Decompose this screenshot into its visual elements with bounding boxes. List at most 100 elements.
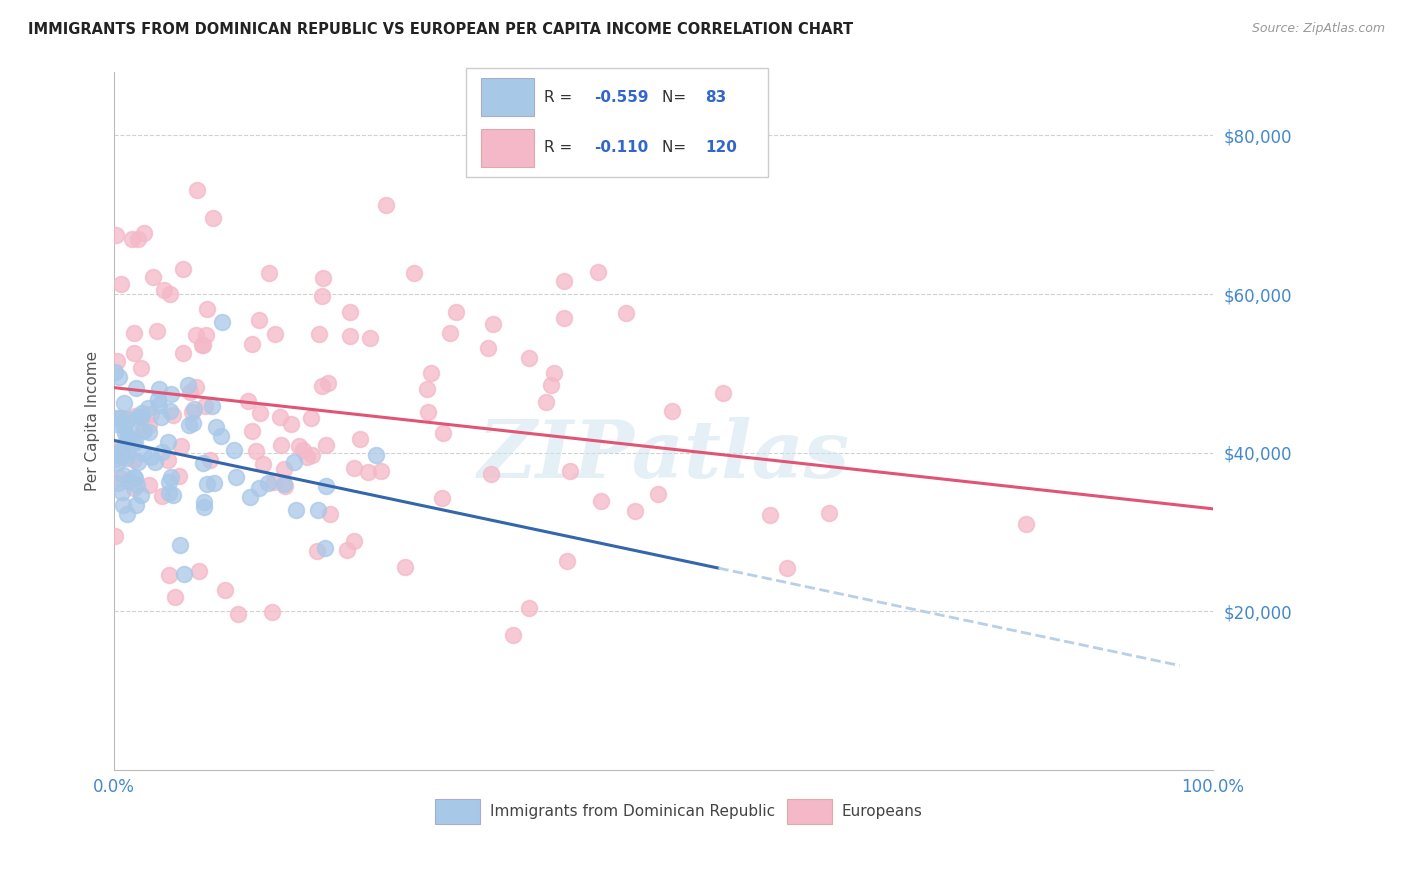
Point (432, 425, 454, 440)
Point (139, 407, 162, 421)
Point (115, 450, 138, 465)
Point (200, 453, 222, 467)
Point (121, 231, 143, 245)
Point (194, 327, 217, 342)
Point (157, 435, 180, 450)
Text: ZIPatlas: ZIPatlas (478, 417, 849, 494)
Point (125, 499, 148, 513)
Point (311, 379, 333, 393)
Point (318, 507, 340, 521)
Point (132, 423, 155, 437)
Point (430, 491, 453, 506)
Point (201, 211, 224, 225)
Point (260, 605, 283, 619)
Point (129, 488, 152, 502)
Point (157, 475, 180, 490)
Point (132, 226, 155, 240)
Point (776, 561, 799, 575)
Point (239, 490, 262, 504)
Point (356, 465, 378, 479)
Point (170, 439, 193, 453)
Point (146, 392, 169, 407)
Point (177, 377, 200, 392)
Point (114, 420, 136, 434)
Point (162, 487, 184, 501)
Point (274, 479, 297, 493)
Point (148, 398, 170, 412)
Point (127, 455, 149, 469)
Point (108, 410, 131, 425)
Point (110, 444, 132, 458)
Point (308, 327, 330, 342)
Point (188, 565, 211, 579)
Point (108, 370, 131, 384)
Point (226, 607, 249, 621)
Point (191, 337, 214, 351)
Point (111, 411, 134, 425)
FancyBboxPatch shape (434, 799, 479, 824)
Point (202, 476, 225, 491)
Point (184, 327, 207, 342)
Point (181, 405, 204, 419)
Point (169, 469, 191, 483)
Text: Europeans: Europeans (842, 805, 922, 819)
Point (110, 277, 132, 291)
Point (125, 381, 148, 395)
Point (247, 313, 270, 327)
Point (105, 456, 128, 470)
Point (194, 399, 217, 413)
Point (419, 366, 441, 380)
Text: 120: 120 (706, 140, 737, 155)
Point (374, 198, 396, 212)
Point (270, 438, 292, 452)
Point (263, 475, 285, 489)
Point (193, 495, 215, 509)
Point (160, 470, 183, 484)
Point (177, 417, 200, 432)
Point (117, 445, 139, 459)
Point (591, 494, 613, 508)
Point (238, 394, 260, 409)
Point (122, 452, 145, 467)
Point (817, 506, 839, 520)
Point (159, 387, 181, 401)
Point (114, 425, 136, 440)
Point (129, 360, 152, 375)
Point (173, 566, 195, 581)
Point (349, 433, 371, 447)
Point (110, 471, 132, 485)
Text: Source: ZipAtlas.com: Source: ZipAtlas.com (1251, 22, 1385, 36)
Point (111, 450, 134, 464)
Point (1015, 516, 1038, 531)
Point (553, 311, 575, 326)
Point (179, 385, 201, 400)
Point (129, 409, 152, 424)
Point (439, 326, 461, 340)
Point (661, 403, 683, 417)
Point (172, 262, 194, 277)
Text: 83: 83 (706, 90, 727, 104)
Point (316, 376, 339, 391)
Point (112, 467, 135, 482)
Point (131, 446, 153, 460)
Point (624, 504, 647, 518)
Point (117, 412, 139, 426)
Point (127, 232, 149, 246)
Point (104, 529, 127, 543)
Point (111, 485, 134, 500)
Point (711, 385, 734, 400)
Point (124, 470, 146, 484)
Point (132, 424, 155, 438)
Point (148, 382, 170, 396)
Point (312, 271, 335, 285)
Point (394, 560, 416, 574)
Point (138, 417, 160, 432)
Text: R =: R = (544, 90, 576, 104)
Point (131, 406, 153, 420)
Point (543, 366, 565, 380)
Point (124, 435, 146, 450)
Point (181, 416, 204, 430)
Point (183, 402, 205, 417)
Point (156, 453, 179, 467)
Point (150, 410, 173, 425)
